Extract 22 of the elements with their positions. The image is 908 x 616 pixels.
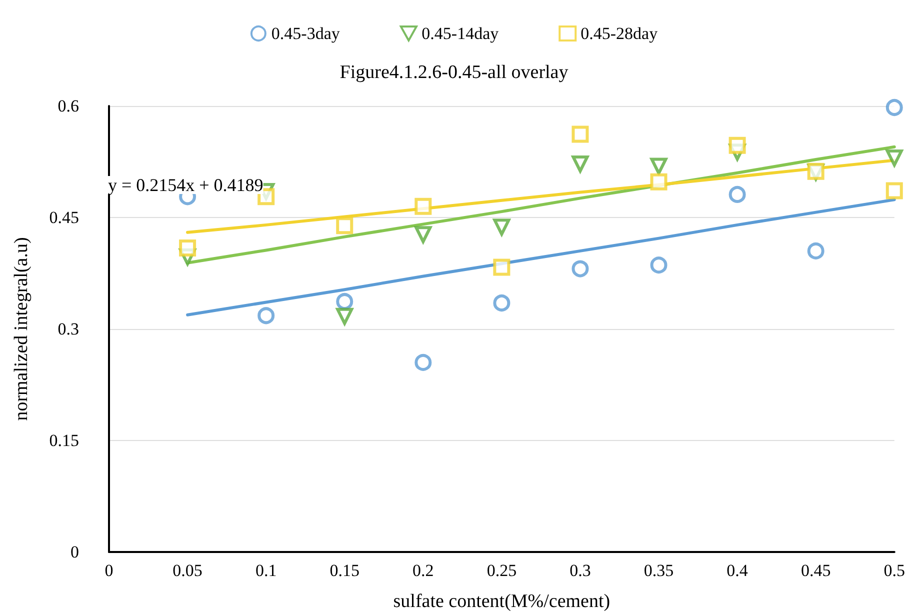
x-tick-label: 0.1 bbox=[255, 561, 277, 580]
y-tick-label: 0.45 bbox=[49, 208, 79, 227]
x-axis-title: sulfate content(M%/cement) bbox=[393, 591, 610, 612]
legend-label: 0.45-28day bbox=[580, 24, 658, 43]
x-tick-label: 0.3 bbox=[570, 561, 591, 580]
x-tick-label: 0.35 bbox=[644, 561, 674, 580]
x-tick-label: 0.4 bbox=[726, 561, 748, 580]
x-tick-label: 0.25 bbox=[486, 561, 517, 580]
y-tick-label: 0.6 bbox=[58, 96, 79, 116]
x-tick-label: 0.2 bbox=[412, 561, 434, 580]
legend-label: 0.45-14day bbox=[422, 24, 500, 43]
chart-title: Figure4.1.2.6-0.45-all overlay bbox=[340, 62, 569, 83]
x-tick-label: 0.45 bbox=[800, 561, 831, 580]
x-tick-label: 0 bbox=[104, 561, 114, 580]
y-tick-label: 0.3 bbox=[58, 320, 79, 338]
x-tick-label: 0.5 bbox=[884, 561, 905, 580]
x-tick-label: 0.05 bbox=[172, 561, 202, 580]
x-tick-label: 0.15 bbox=[330, 561, 360, 580]
y-tick-label: 0 bbox=[70, 542, 79, 562]
legend-label: 0.45-3day bbox=[271, 24, 340, 43]
y-axis-title: normalized integral(a.u) bbox=[11, 237, 32, 421]
y-tick-label: 0.15 bbox=[49, 431, 79, 450]
